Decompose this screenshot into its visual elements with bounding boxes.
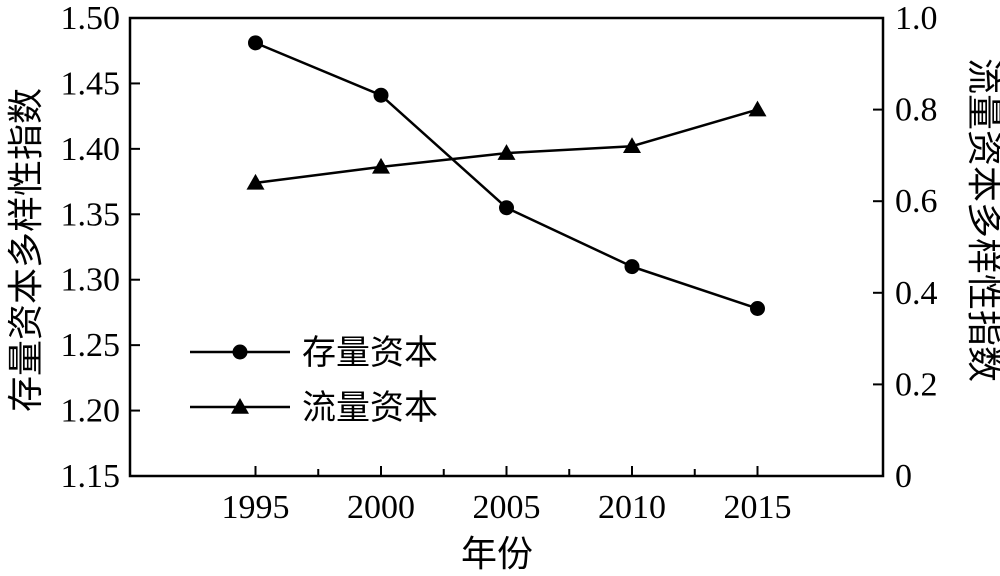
left-tick-label: 1.35 [61, 196, 121, 233]
left-tick-label: 1.45 [61, 65, 121, 102]
left-tick-label: 1.50 [61, 0, 121, 37]
legend-label: 存量资本 [302, 334, 438, 372]
x-tick-label: 2010 [598, 489, 666, 526]
data-point-circle [499, 200, 514, 216]
left-tick-label: 1.40 [61, 131, 121, 168]
right-axis-title: 流量资本多样性指数 [964, 58, 1000, 382]
data-point-triangle [623, 137, 641, 153]
right-tick-label: 1.0 [895, 0, 938, 37]
right-tick-label: 0.2 [895, 366, 938, 403]
legend-marker [231, 398, 249, 414]
series-stock-capital [248, 35, 765, 317]
series-layer [246, 35, 767, 317]
left-tick-label: 1.15 [61, 458, 121, 495]
series-flow-capital [246, 100, 767, 190]
left-tick-label: 1.20 [61, 393, 121, 430]
legend-label: 流量资本 [302, 389, 438, 427]
legend-marker [232, 344, 248, 360]
x-axis-title: 年份 [461, 534, 533, 574]
data-point-circle [750, 301, 765, 317]
x-tick-label: 2005 [473, 489, 541, 526]
data-point-triangle [497, 144, 516, 160]
x-axis: 1995 2000 2005 2010 2015 [222, 466, 792, 526]
data-point-triangle [372, 157, 390, 174]
left-tick-label: 1.25 [61, 327, 121, 364]
left-axis-title: 存量资本多样性指数 [6, 88, 46, 412]
data-point-circle [373, 87, 389, 103]
x-tick-label: 2015 [724, 489, 792, 526]
left-axis: 1.15 1.20 1.25 1.30 1.35 1.40 1.45 1.50 [61, 0, 140, 495]
series-line [255, 41, 758, 310]
data-point-triangle [246, 173, 265, 190]
legend-entry: 流量资本 [190, 389, 438, 427]
data-point-circle [248, 35, 263, 51]
left-tick-label: 1.30 [61, 262, 121, 299]
right-tick-label: 0.6 [895, 183, 938, 220]
data-point-triangle [748, 100, 767, 117]
right-tick-label: 0.4 [895, 275, 938, 312]
legend-entry: 存量资本 [190, 334, 438, 372]
right-tick-label: 0 [895, 458, 912, 495]
right-axis: 0 0.2 0.4 0.6 0.8 1.0 [873, 0, 938, 495]
data-point-circle [624, 259, 640, 275]
x-tick-label: 2000 [347, 489, 415, 526]
right-tick-label: 0.8 [895, 92, 938, 129]
x-tick-label: 1995 [222, 489, 290, 526]
